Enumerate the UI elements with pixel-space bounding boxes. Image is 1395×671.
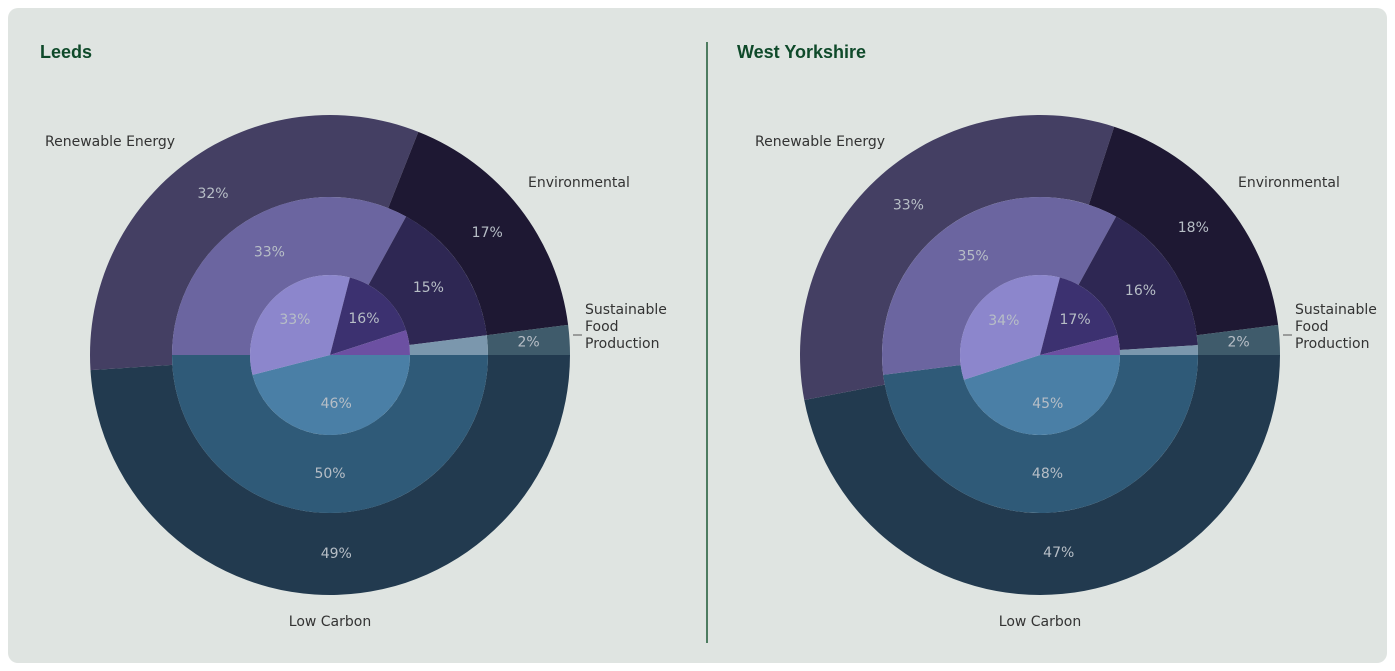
pie-slice xyxy=(1196,324,1280,355)
category-label: Low Carbon xyxy=(288,614,372,630)
pie-slice xyxy=(800,115,1115,400)
category-label: Sustainable Food Production xyxy=(585,302,667,352)
pie-slice xyxy=(90,355,571,596)
data-label: 2% xyxy=(517,335,539,351)
data-label: 45% xyxy=(1032,396,1063,412)
category-label: Low Carbon xyxy=(998,614,1082,630)
data-label: 17% xyxy=(472,225,503,241)
pie-slice xyxy=(486,324,570,355)
category-label: Environmental xyxy=(528,175,630,191)
data-label: 48% xyxy=(1032,466,1063,482)
pie-slice xyxy=(330,330,410,355)
pie-slice xyxy=(368,216,487,345)
data-label: 33% xyxy=(279,312,310,328)
pie-slice xyxy=(881,197,1117,375)
pie-slice xyxy=(388,131,569,336)
category-label: Sustainable Food Production xyxy=(1295,302,1377,352)
data-label: 47% xyxy=(1043,545,1074,561)
pie-slice xyxy=(330,277,407,355)
data-label: 50% xyxy=(314,466,345,482)
pie-slice xyxy=(883,355,1198,514)
pie-slice xyxy=(963,355,1120,435)
data-label: 15% xyxy=(413,280,444,296)
category-label: Renewable Energy xyxy=(45,134,176,150)
data-label: 16% xyxy=(348,311,379,327)
data-label: 34% xyxy=(988,313,1019,329)
pie-slice xyxy=(249,274,350,375)
chart-title: West Yorkshire xyxy=(737,42,867,62)
pie-slice xyxy=(1040,335,1120,355)
data-label: 35% xyxy=(958,249,989,265)
data-label: 16% xyxy=(1125,283,1156,299)
data-label: 46% xyxy=(321,396,352,412)
pie-slice xyxy=(804,355,1281,596)
pie-slice xyxy=(1088,126,1279,336)
pie-slice xyxy=(90,114,419,371)
data-label: 32% xyxy=(197,186,228,202)
category-label: Renewable Energy xyxy=(755,134,886,150)
pie-slice xyxy=(172,197,407,355)
pie-slice xyxy=(1078,216,1198,350)
pie-slice xyxy=(1040,277,1118,355)
data-label: 33% xyxy=(254,245,285,261)
pie-slice xyxy=(1119,345,1198,355)
data-label: 17% xyxy=(1060,312,1091,328)
data-label: 49% xyxy=(321,546,352,562)
pie-slice xyxy=(409,335,488,355)
data-label: 18% xyxy=(1178,220,1209,236)
data-label: 2% xyxy=(1227,335,1249,351)
chart-title: Leeds xyxy=(40,42,93,62)
category-label: Environmental xyxy=(1238,175,1340,191)
pie-slice xyxy=(252,355,410,435)
pie-slice xyxy=(960,274,1060,380)
pie-slice xyxy=(172,355,488,513)
data-label: 33% xyxy=(893,198,924,214)
